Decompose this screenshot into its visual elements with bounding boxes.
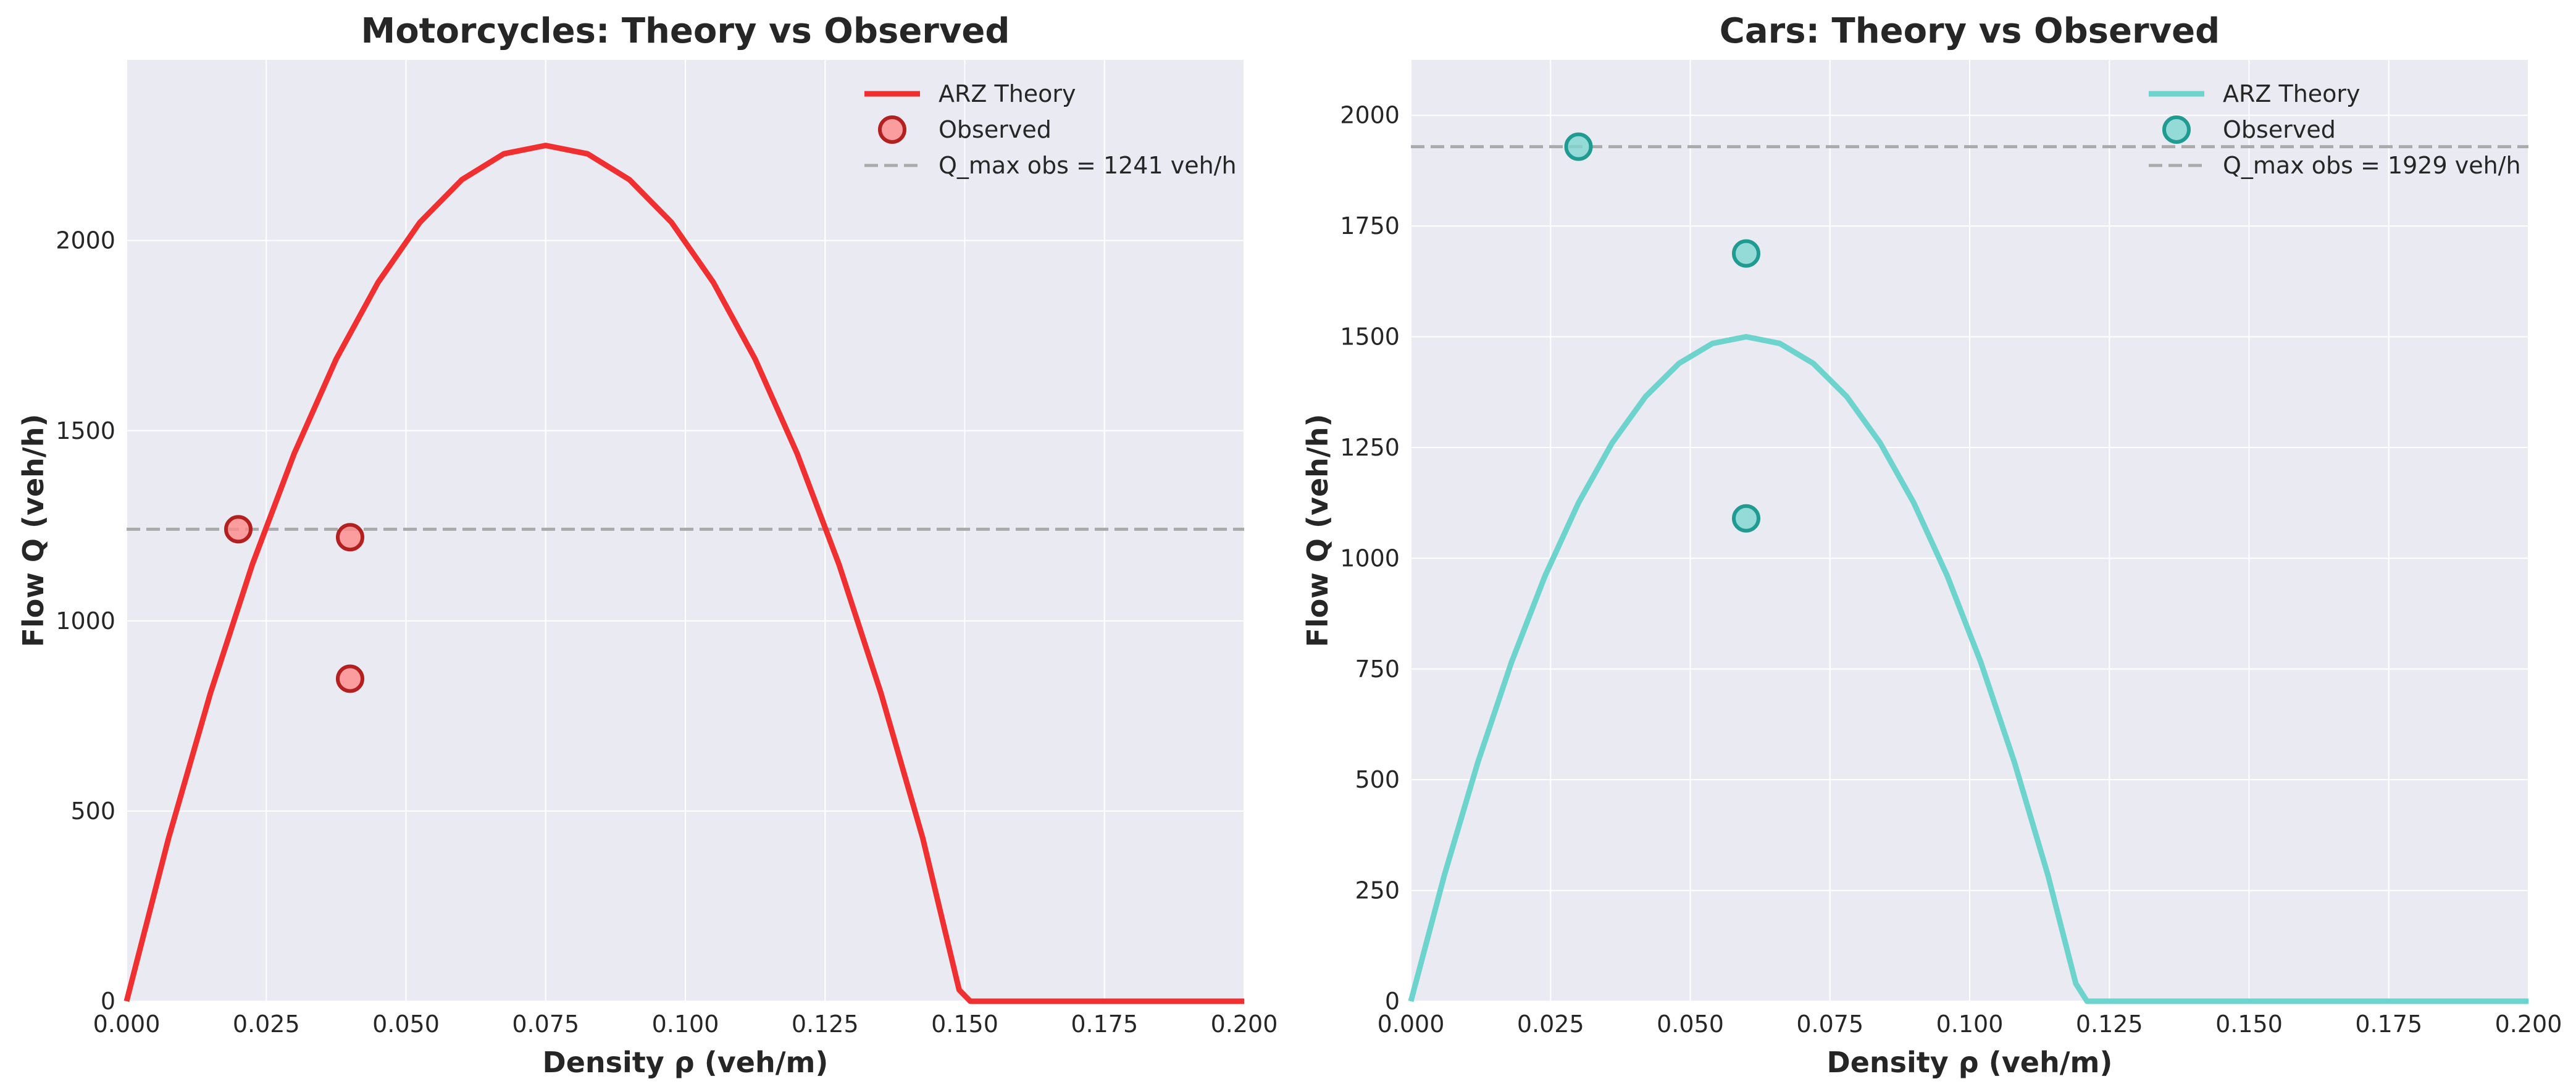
y-tick-label: 500 xyxy=(1355,766,1400,793)
y-tick-label: 1500 xyxy=(56,417,115,444)
x-tick-label: 0.075 xyxy=(1796,1011,1863,1038)
x-tick-label: 0.150 xyxy=(2215,1011,2283,1038)
y-tick-label: 1000 xyxy=(56,607,115,635)
y-axis-label: Flow Q (veh/h) xyxy=(1301,414,1334,648)
observed-point xyxy=(1732,239,1760,268)
observed-point xyxy=(336,664,364,693)
theory-curve xyxy=(123,143,1244,1004)
y-tick-label: 750 xyxy=(1355,656,1400,683)
y-tick-label: 250 xyxy=(1355,877,1400,904)
y-tick-label: 1000 xyxy=(1340,544,1400,572)
observed-point xyxy=(336,523,364,552)
chart-title: Motorcycles: Theory vs Observed xyxy=(361,11,1010,51)
legend-entry-label: Observed xyxy=(939,116,1052,143)
observed-point xyxy=(1732,504,1760,533)
y-axis-label: Flow Q (veh/h) xyxy=(17,414,50,648)
legend-swatch-marker xyxy=(2162,115,2191,144)
x-tick-label: 0.200 xyxy=(2495,1011,2562,1038)
y-tick-label: 2000 xyxy=(1340,102,1400,129)
y-tick-label: 0 xyxy=(1385,988,1400,1015)
legend: ARZ Theory Observed Q_max obs = 1929 veh/h xyxy=(2149,80,2521,179)
chart-title: Cars: Theory vs Observed xyxy=(1720,11,2220,51)
x-tick-label: 0.125 xyxy=(2076,1011,2143,1038)
observed-point xyxy=(224,515,253,544)
x-tick-label: 0.000 xyxy=(1378,1011,1445,1038)
tick-labels: 0.000 0.025 0.050 0.075 0.100 0.125 0.150 0.175… xyxy=(1340,102,2562,1038)
chart-motorcycles: 0.000 0.025 0.050 0.075 0.100 0.125 0.150 0.175… xyxy=(17,11,1278,1079)
x-tick-label: 0.025 xyxy=(233,1011,300,1038)
x-tick-label: 0.175 xyxy=(1071,1011,1138,1038)
x-tick-label: 0.175 xyxy=(2355,1011,2422,1038)
y-tick-label: 1750 xyxy=(1340,212,1400,240)
x-tick-label: 0.050 xyxy=(1657,1011,1724,1038)
y-tick-label: 1500 xyxy=(1340,323,1400,351)
legend-entry-label: Q_max obs = 1241 veh/h xyxy=(939,152,1237,179)
x-tick-label: 0.075 xyxy=(512,1011,579,1038)
legend-swatch-marker xyxy=(878,115,906,144)
chart-marks xyxy=(1408,132,2528,1004)
observed-point xyxy=(1564,132,1593,161)
grid-lines xyxy=(1410,60,2529,1002)
y-tick-label: 2000 xyxy=(56,227,115,254)
x-tick-label: 0.100 xyxy=(1936,1011,2004,1038)
legend-entry-label: ARZ Theory xyxy=(2223,80,2361,107)
x-tick-label: 0.025 xyxy=(1517,1011,1584,1038)
legend-entry-label: Q_max obs = 1929 veh/h xyxy=(2223,152,2521,179)
y-tick-label: 500 xyxy=(70,798,115,825)
chart-marks xyxy=(123,143,1244,1004)
x-tick-label: 0.000 xyxy=(93,1011,161,1038)
legend-entry-label: ARZ Theory xyxy=(939,80,1076,107)
chart-cars: 0.000 0.025 0.050 0.075 0.100 0.125 0.150 0.175… xyxy=(1301,11,2562,1079)
x-tick-label: 0.050 xyxy=(372,1011,440,1038)
x-tick-label: 0.200 xyxy=(1211,1011,1278,1038)
x-axis-label: Density ρ (veh/m) xyxy=(1827,1046,2113,1079)
tick-labels: 0.000 0.025 0.050 0.075 0.100 0.125 0.150 0.175… xyxy=(56,227,1278,1038)
theory-curve xyxy=(1408,334,2528,1004)
legend-entry-label: Observed xyxy=(2223,116,2336,143)
y-tick-label: 1250 xyxy=(1340,434,1400,461)
legend: ARZ Theory Observed Q_max obs = 1241 veh/h xyxy=(864,80,1237,179)
x-tick-label: 0.150 xyxy=(931,1011,998,1038)
x-axis-label: Density ρ (veh/m) xyxy=(543,1046,829,1079)
x-tick-label: 0.100 xyxy=(652,1011,719,1038)
y-tick-label: 0 xyxy=(101,988,115,1015)
x-tick-label: 0.125 xyxy=(792,1011,859,1038)
